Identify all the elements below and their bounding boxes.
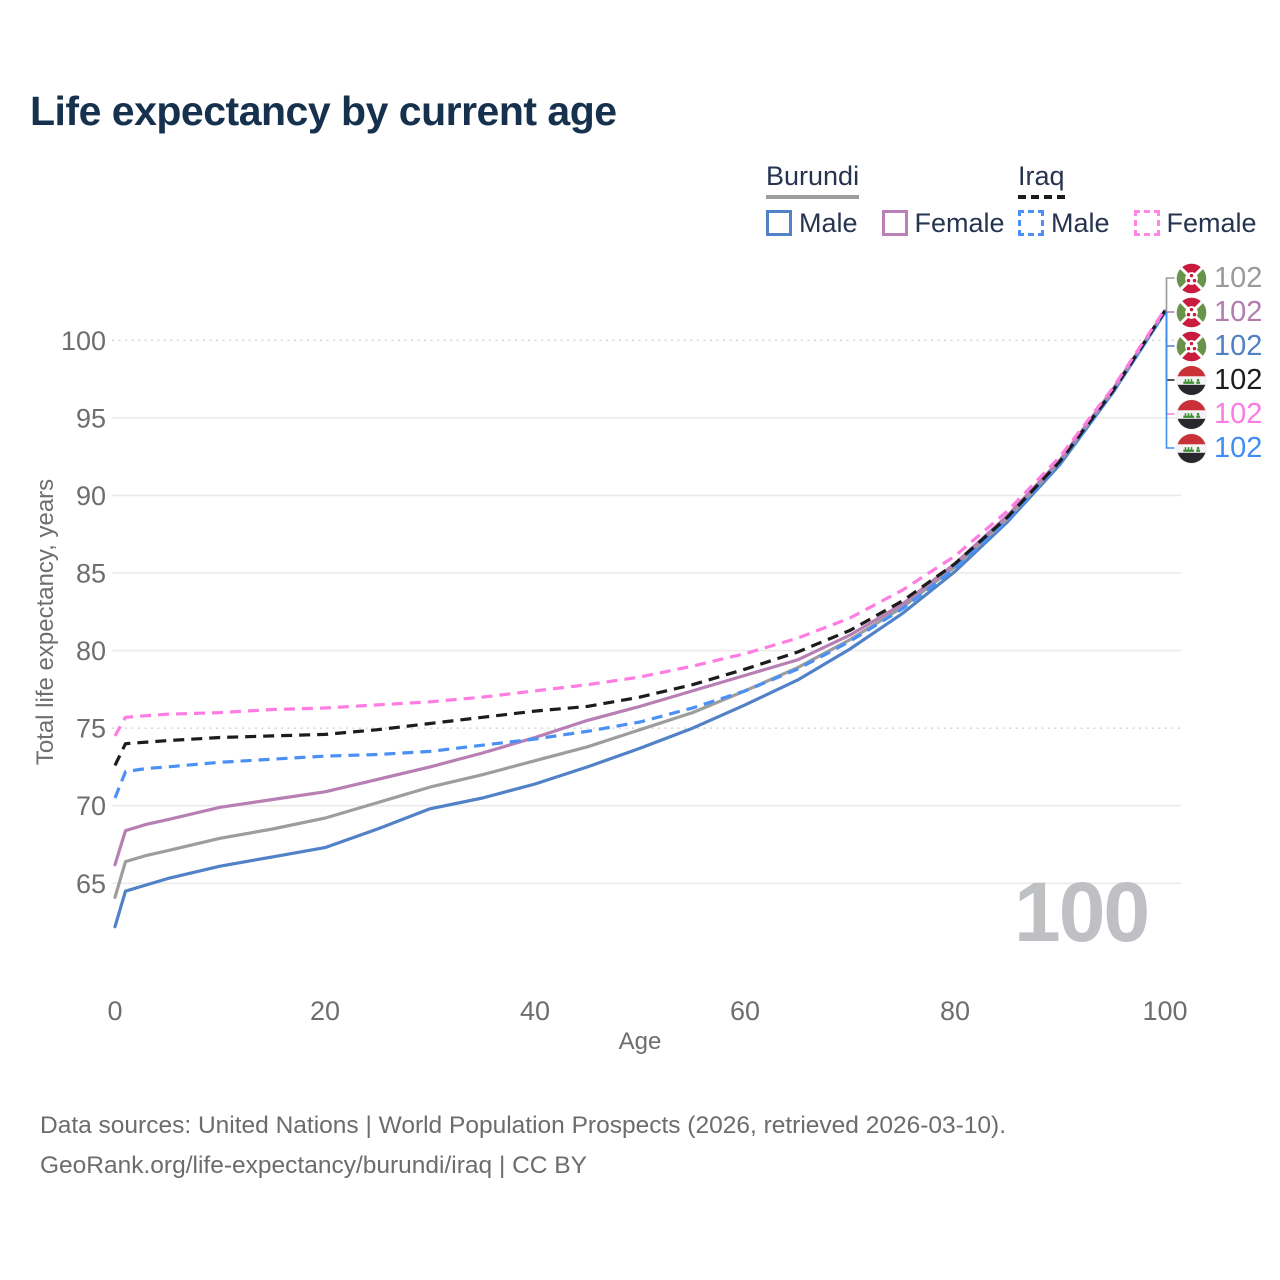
footer-data-sources: Data sources: United Nations | World Pop… [40,1112,1007,1139]
iraq-male-swatch-icon [1018,210,1044,237]
y-tick-label: 80 [76,636,106,666]
iraq-female-swatch-icon [1133,210,1160,237]
end-label-connector [1165,311,1175,415]
age-indicator: 100 [1014,865,1150,959]
end-value-label: 102 [1214,431,1263,464]
series-line-iraq-female[interactable] [113,308,1167,737]
legend-item-iraq-male[interactable]: Male [1018,208,1110,239]
burundi-flag-icon [1176,262,1207,294]
y-tick-label: 75 [76,714,106,744]
end-label-row-burundi-total[interactable]: 102 [1176,261,1262,295]
page-title: Life expectancy by current age [30,88,617,134]
burundi-female-swatch-icon [881,210,908,237]
end-label-row-iraq-male[interactable]: 102 [1176,431,1262,465]
legend-items-burundi: Male Female [766,208,1005,239]
legend-group-iraq: Iraq Male Female [1018,161,1257,239]
iraq-flag-icon [1176,398,1207,430]
legend-item-label: Female [914,207,1005,238]
end-label-connector [1165,311,1175,449]
legend-country-iraq[interactable]: Iraq [1018,161,1065,199]
y-tick-label: 100 [61,326,106,356]
footer-attribution: GeoRank.org/life-expectancy/burundi/iraq… [40,1152,587,1179]
iraq-flag-icon [1176,364,1207,396]
y-tick-label: 85 [76,559,106,589]
series-line-iraq-male[interactable] [113,311,1167,799]
y-tick-label: 95 [76,403,106,433]
legend-item-burundi-female[interactable]: Female [881,207,1005,239]
x-tick-label: 40 [520,996,550,1026]
legend-country-burundi[interactable]: Burundi [766,161,860,199]
x-tick-label: 0 [107,996,122,1026]
end-label-row-iraq-female[interactable]: 102 [1176,397,1262,431]
legend-item-label: Male [799,207,858,238]
end-label-row-iraq-total[interactable]: 102 [1176,363,1262,397]
end-value-label: 102 [1214,397,1263,430]
legend-items-iraq: Male Female [1018,208,1257,239]
legend-item-label: Male [1051,207,1110,238]
end-label-row-burundi-female[interactable]: 102 [1176,295,1262,329]
legend-item-burundi-male[interactable]: Male [766,208,858,239]
y-tick-label: 65 [76,869,106,899]
end-value-label: 102 [1214,329,1263,362]
end-label-row-burundi-male[interactable]: 102 [1176,329,1262,363]
x-axis-title: Age [618,1028,662,1055]
x-tick-label: 100 [1142,996,1187,1026]
end-value-label: 102 [1214,295,1263,328]
series-line-iraq-total[interactable] [113,309,1167,767]
x-tick-label: 20 [310,996,340,1026]
burundi-flag-icon [1176,330,1207,362]
burundi-male-swatch-icon [766,210,792,237]
series-line-burundi-total[interactable] [113,309,1167,899]
legend-item-label: Female [1166,207,1257,238]
x-tick-label: 80 [940,996,970,1026]
legend-item-iraq-female[interactable]: Female [1133,207,1257,239]
burundi-flag-icon [1176,296,1207,328]
end-value-label: 102 [1214,261,1263,294]
y-tick-label: 90 [76,481,106,511]
end-value-label: 102 [1214,363,1263,396]
footer: Data sources: United Nations | World Pop… [40,1106,1006,1186]
x-tick-label: 60 [730,996,760,1026]
series-line-burundi-male[interactable] [113,310,1167,929]
end-label-connector [1165,277,1175,312]
y-tick-label: 70 [76,791,106,821]
iraq-flag-icon [1176,432,1207,464]
legend-group-burundi: Burundi Male Female [766,161,1005,239]
series-line-burundi-female[interactable] [113,309,1167,867]
